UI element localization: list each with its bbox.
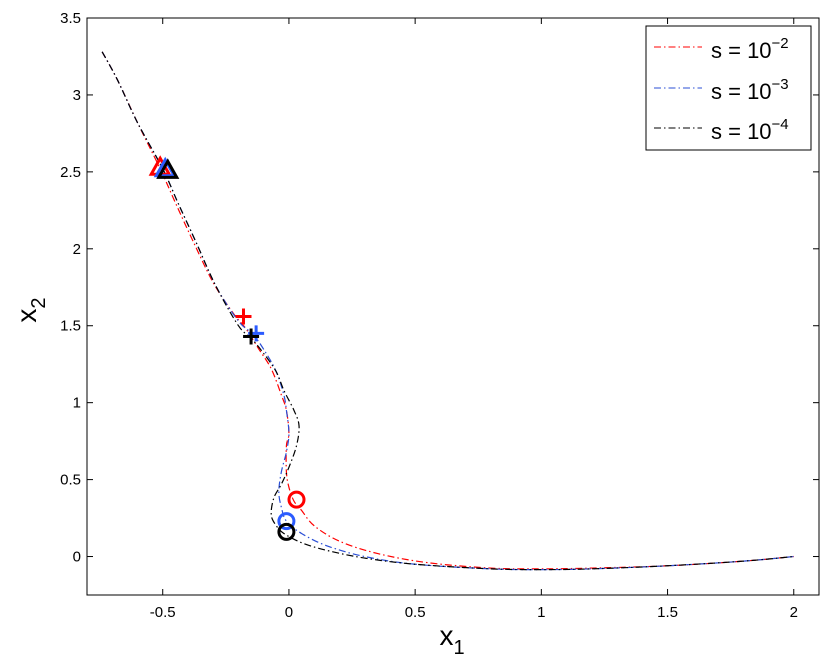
axes-frame: [86, 17, 820, 596]
plot-area: [101, 51, 794, 571]
legend-entry-0: s = 10−2: [654, 35, 789, 63]
x-tick-label: 2: [790, 604, 798, 621]
y-tick-label: 1: [73, 395, 81, 412]
legend-label-2: s = 10−4: [711, 116, 789, 144]
y-tick-label: 0.5: [60, 472, 81, 489]
legend-entry-1: s = 10−3: [654, 76, 789, 104]
y-axis-label-base: x: [11, 309, 42, 323]
axis-ticks: -0.5 0 0.5 1 1.5 2 0 0.5 1 1.5 2 2.5 3 3.5: [60, 10, 819, 621]
x-tick-label: 1.5: [657, 604, 678, 621]
y-tick-label: 2.5: [60, 164, 81, 181]
y-tick-label: 0: [73, 549, 81, 566]
x-tick-label: -0.5: [150, 604, 176, 621]
y-tick-label: 3.5: [60, 10, 81, 27]
plus-marker-series-0: [235, 308, 252, 325]
legend-entry-2: s = 10−4: [654, 116, 789, 144]
legend-label-0: s = 10−2: [711, 35, 789, 63]
legend-label-1: s = 10−3: [711, 76, 789, 104]
x-axis-label-sub: 1: [453, 637, 464, 659]
x-tick-label: 1: [537, 604, 545, 621]
legend: s = 10−2 s = 10−3 s = 10−4: [645, 25, 812, 151]
x-tick-label: 0: [285, 604, 293, 621]
circle-marker-series-2: [277, 522, 296, 541]
y-tick-label: 3: [73, 87, 81, 104]
y-axis-label-sub: 2: [28, 297, 50, 308]
x-axis-label: x1: [439, 620, 464, 659]
series-line-0: [101, 51, 794, 570]
triangle-marker-series-2: [156, 158, 180, 179]
y-axis-label: x2: [11, 297, 50, 322]
x-axis-label-base: x: [439, 620, 453, 651]
y-tick-label: 2: [73, 241, 81, 258]
legend-exp-2: −4: [772, 116, 789, 133]
circle-marker-series-1: [277, 512, 296, 531]
y-tick-label: 1.5: [60, 318, 81, 335]
series-line-2: [101, 51, 794, 571]
legend-exp-0: −2: [772, 35, 789, 52]
plus-marker-series-2: [243, 328, 260, 345]
legend-exp-1: −3: [772, 76, 789, 93]
circle-marker-series-0: [287, 490, 306, 509]
x-tick-label: 0.5: [405, 604, 426, 621]
